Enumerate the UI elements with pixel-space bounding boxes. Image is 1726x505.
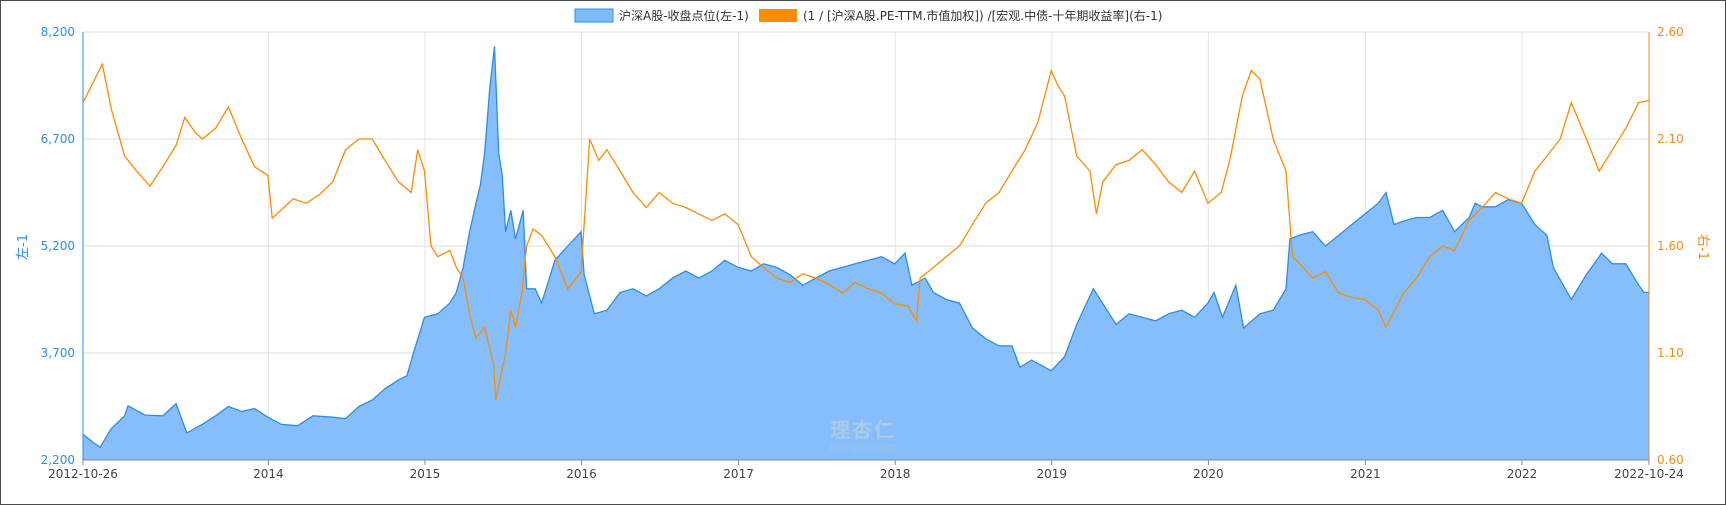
left-tick-label: 8,200 bbox=[41, 25, 75, 39]
x-tick-label: 2016 bbox=[566, 467, 597, 481]
right-tick-label: 1.10 bbox=[1657, 346, 1684, 360]
legend-label-index: 沪深A股-收盘点位(左-1) bbox=[619, 8, 749, 23]
x-tick-label: 2022 bbox=[1507, 467, 1538, 481]
x-tick-label: 2022-10-24 bbox=[1614, 467, 1684, 481]
x-tick-label: 2020 bbox=[1193, 467, 1224, 481]
right-tick-label: 1.60 bbox=[1657, 239, 1684, 253]
axes: 2,200 3,700 5,200 6,700 8,200 0.60 1.10 1.60 2.1… bbox=[41, 25, 1684, 481]
x-tick-label: 2018 bbox=[880, 467, 911, 481]
right-tick-label: 0.60 bbox=[1657, 453, 1684, 467]
x-tick-label: 2019 bbox=[1037, 467, 1068, 481]
ratio-line-series bbox=[82, 62, 1650, 401]
x-tick-label: 2017 bbox=[723, 467, 754, 481]
left-tick-label: 3,700 bbox=[41, 346, 75, 360]
left-tick-label: 6,700 bbox=[41, 132, 75, 146]
left-tick-label: 2,200 bbox=[41, 453, 75, 467]
legend-swatch-ratio bbox=[759, 9, 797, 22]
x-tick-label: 2021 bbox=[1350, 467, 1381, 481]
legend-swatch-index bbox=[574, 8, 614, 23]
lixinger-watermark: 理杏仁 lixinger.com bbox=[830, 418, 897, 454]
watermark-logo-text: 理杏仁 bbox=[830, 418, 896, 442]
x-tick-label: 2014 bbox=[253, 467, 284, 481]
legend: 沪深A股-收盘点位(左-1) (1 / [沪深A股.PE-TTM.市值加权]) … bbox=[574, 8, 1162, 23]
watermark-url: lixinger.com bbox=[830, 441, 897, 454]
left-axis-title: 左-1 bbox=[16, 234, 31, 260]
index-area-fill bbox=[83, 46, 1649, 461]
legend-label-ratio: (1 / [沪深A股.PE-TTM.市值加权]) /[宏观.中债-十年期收益率]… bbox=[803, 8, 1162, 23]
legend-item-ratio[interactable]: (1 / [沪深A股.PE-TTM.市值加权]) /[宏观.中债-十年期收益率]… bbox=[759, 8, 1162, 23]
legend-item-index[interactable]: 沪深A股-收盘点位(左-1) bbox=[574, 8, 749, 23]
index-area-outline bbox=[82, 46, 1649, 449]
index-area-series bbox=[82, 46, 1649, 461]
right-tick-label: 2.60 bbox=[1657, 25, 1684, 39]
x-tick-label: 2015 bbox=[410, 467, 441, 481]
right-tick-label: 2.10 bbox=[1657, 132, 1684, 146]
ratio-line-path bbox=[82, 62, 1650, 401]
x-tick-label: 2012-10-26 bbox=[48, 467, 118, 481]
right-axis-title: 右-1 bbox=[1695, 234, 1710, 260]
left-tick-label: 5,200 bbox=[41, 239, 75, 253]
